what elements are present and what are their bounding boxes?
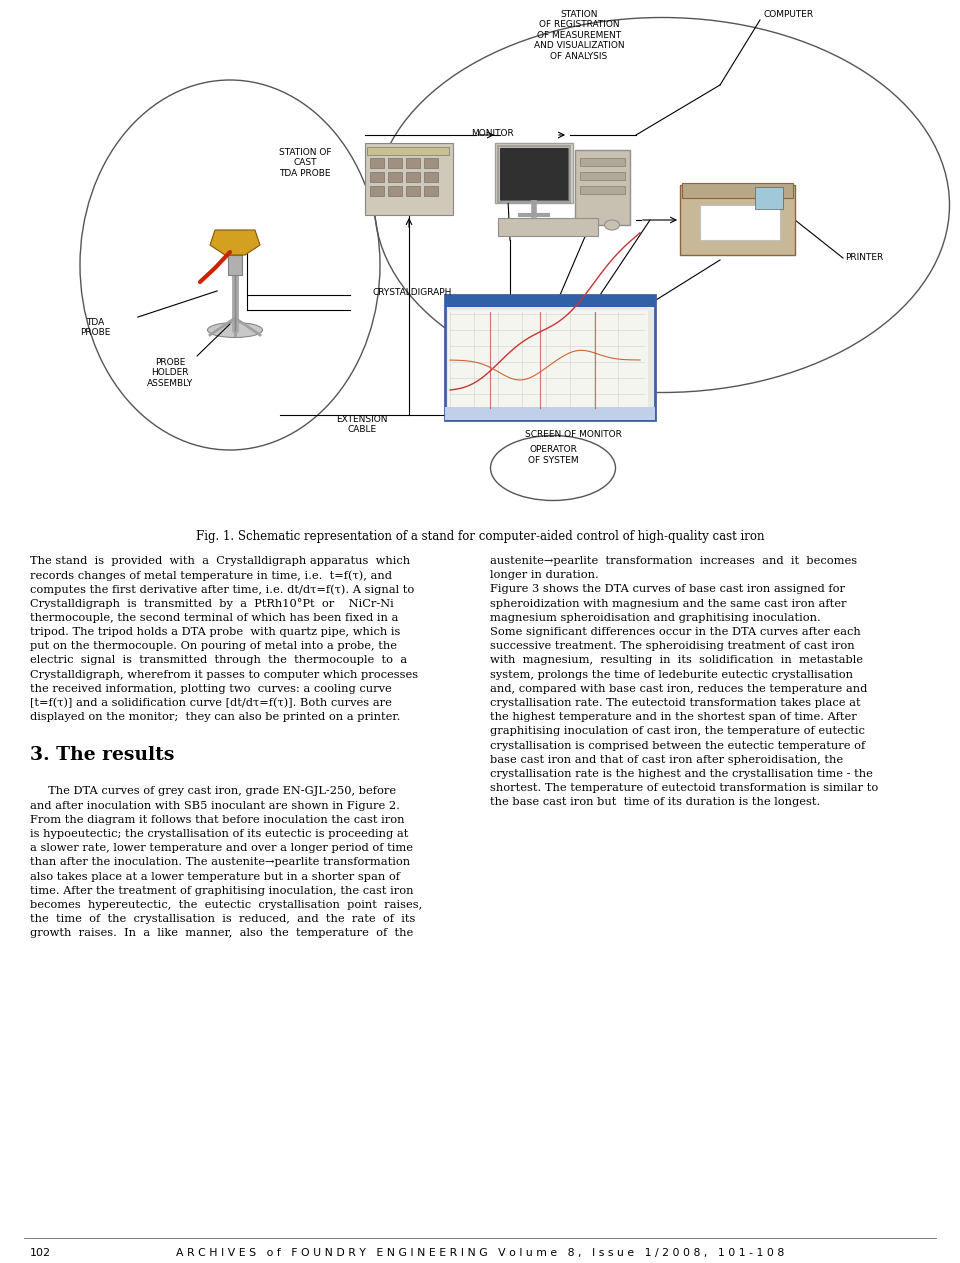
Bar <box>424 186 438 196</box>
Bar <box>700 205 780 240</box>
Text: Fig. 1. Schematic representation of a stand for computer-aided control of high-q: Fig. 1. Schematic representation of a st… <box>196 530 764 543</box>
Text: TDA
PROBE: TDA PROBE <box>80 318 110 337</box>
Bar <box>388 158 402 168</box>
Text: tripod. The tripod holds a DTA probe  with quartz pipe, which is: tripod. The tripod holds a DTA probe wit… <box>30 626 400 637</box>
Text: Some significant differences occur in the DTA curves after each: Some significant differences occur in th… <box>490 626 861 637</box>
Bar <box>406 186 420 196</box>
Text: a slower rate, lower temperature and over a longer period of time: a slower rate, lower temperature and ove… <box>30 844 413 854</box>
Bar <box>424 158 438 168</box>
Text: Figure 3 shows the DTA curves of base cast iron assigned for: Figure 3 shows the DTA curves of base ca… <box>490 585 845 595</box>
Text: records changes of metal temperature in time, i.e.  t=f(τ), and: records changes of metal temperature in … <box>30 570 392 581</box>
Text: MONITOR: MONITOR <box>471 129 514 138</box>
Text: crystallisation rate is the highest and the crystallisation time - the: crystallisation rate is the highest and … <box>490 769 873 779</box>
Bar <box>388 172 402 182</box>
Text: spheroidization with magnesium and the same cast iron after: spheroidization with magnesium and the s… <box>490 599 847 609</box>
Text: Crystalldigraph, wherefrom it passes to computer which processes: Crystalldigraph, wherefrom it passes to … <box>30 669 419 679</box>
Text: magnesium spheroidisation and graphitising inoculation.: magnesium spheroidisation and graphitisi… <box>490 613 821 623</box>
Bar <box>682 183 793 198</box>
Text: [t=f(τ)] and a solidification curve [dt/dτ=f(τ)]. Both curves are: [t=f(τ)] and a solidification curve [dt/… <box>30 698 392 709</box>
Bar <box>445 407 655 421</box>
Text: From the diagram it follows that before inoculation the cast iron: From the diagram it follows that before … <box>30 815 404 825</box>
Text: PROBE
HOLDER
ASSEMBLY: PROBE HOLDER ASSEMBLY <box>147 357 193 388</box>
Bar <box>580 172 625 181</box>
Polygon shape <box>210 230 260 255</box>
Bar <box>580 158 625 165</box>
Text: Crystalldigraph  is  transmitted  by  a  PtRh10°Pt  or    NiCr-Ni: Crystalldigraph is transmitted by a PtRh… <box>30 599 394 610</box>
Text: crystallisation is comprised between the eutectic temperature of: crystallisation is comprised between the… <box>490 740 865 750</box>
Bar <box>370 186 384 196</box>
Bar <box>448 309 648 410</box>
Text: 3. The results: 3. The results <box>30 746 175 764</box>
Text: than after the inoculation. The austenite→pearlite transformation: than after the inoculation. The austenit… <box>30 858 410 868</box>
Bar <box>680 184 795 255</box>
Bar <box>495 143 573 203</box>
Text: with  magnesium,  resulting  in  its  solidification  in  metastable: with magnesium, resulting in its solidif… <box>490 655 863 666</box>
Text: austenite→pearlite  transformation  increases  and  it  becomes: austenite→pearlite transformation increa… <box>490 556 857 566</box>
Bar <box>755 187 783 208</box>
Text: The DTA curves of grey cast iron, grade EN-GJL-250, before: The DTA curves of grey cast iron, grade … <box>30 787 396 797</box>
Text: thermocouple, the second terminal of which has been fixed in a: thermocouple, the second terminal of whi… <box>30 613 398 623</box>
Ellipse shape <box>207 322 262 337</box>
Text: successive treatment. The spheroidising treatment of cast iron: successive treatment. The spheroidising … <box>490 642 854 652</box>
Text: the highest temperature and in the shortest span of time. After: the highest temperature and in the short… <box>490 712 856 722</box>
Text: becomes  hypereutectic,  the  eutectic  crystallisation  point  raises,: becomes hypereutectic, the eutectic crys… <box>30 901 422 911</box>
Bar <box>388 186 402 196</box>
Text: crystallisation rate. The eutectoid transformation takes place at: crystallisation rate. The eutectoid tran… <box>490 698 860 709</box>
Text: STATION OF
CAST
TDA PROBE: STATION OF CAST TDA PROBE <box>278 148 331 178</box>
Bar <box>500 148 568 200</box>
Text: is hypoeutectic; the crystallisation of its eutectic is proceeding at: is hypoeutectic; the crystallisation of … <box>30 829 408 839</box>
Bar <box>228 255 242 275</box>
Text: CRYSTALDIGRAPH: CRYSTALDIGRAPH <box>372 288 452 297</box>
Text: longer in duration.: longer in duration. <box>490 570 599 580</box>
Bar <box>370 158 384 168</box>
Text: put on the thermocouple. On pouring of metal into a probe, the: put on the thermocouple. On pouring of m… <box>30 642 397 652</box>
Text: The stand  is  provided  with  a  Crystalldigraph apparatus  which: The stand is provided with a Crystalldig… <box>30 556 410 566</box>
Text: A R C H I V E S   o f   F O U N D R Y   E N G I N E E R I N G   V o l u m e   8 : A R C H I V E S o f F O U N D R Y E N G … <box>176 1248 784 1258</box>
Bar <box>406 172 420 182</box>
Text: base cast iron and that of cast iron after spheroidisation, the: base cast iron and that of cast iron aft… <box>490 755 843 765</box>
Text: graphitising inoculation of cast iron, the temperature of eutectic: graphitising inoculation of cast iron, t… <box>490 726 865 736</box>
Text: 102: 102 <box>30 1248 51 1258</box>
Text: computes the first derivative after time, i.e. dt/dτ=f(τ). A signal to: computes the first derivative after time… <box>30 585 415 595</box>
Text: STATION
OF REGISTRATION
OF MEASUREMENT
AND VISUALIZATION
OF ANALYSIS: STATION OF REGISTRATION OF MEASUREMENT A… <box>534 10 624 61</box>
Text: time. After the treatment of graphitising inoculation, the cast iron: time. After the treatment of graphitisin… <box>30 885 414 895</box>
Text: shortest. The temperature of eutectoid transformation is similar to: shortest. The temperature of eutectoid t… <box>490 783 878 793</box>
Text: OPERATOR
OF SYSTEM: OPERATOR OF SYSTEM <box>528 446 578 465</box>
Text: the received information, plotting two  curves: a cooling curve: the received information, plotting two c… <box>30 683 392 693</box>
Text: and, compared with base cast iron, reduces the temperature and: and, compared with base cast iron, reduc… <box>490 683 868 693</box>
Text: system, prolongs the time of ledeburite eutectic crystallisation: system, prolongs the time of ledeburite … <box>490 669 853 679</box>
Bar <box>365 143 453 215</box>
Bar <box>500 148 568 200</box>
Bar <box>498 147 570 202</box>
Text: displayed on the monitor;  they can also be printed on a printer.: displayed on the monitor; they can also … <box>30 712 400 722</box>
Bar <box>370 172 384 182</box>
Text: the base cast iron but  time of its duration is the longest.: the base cast iron but time of its durat… <box>490 797 820 807</box>
Text: COMPUTER: COMPUTER <box>763 10 813 19</box>
Text: SCREEN OF MONITOR: SCREEN OF MONITOR <box>524 429 621 440</box>
Text: EXTENSION
CABLE: EXTENSION CABLE <box>336 416 388 434</box>
Text: also takes place at a lower temperature but in a shorter span of: also takes place at a lower temperature … <box>30 871 400 882</box>
Text: PRINTER: PRINTER <box>845 254 883 263</box>
Bar <box>575 150 630 225</box>
Bar <box>445 296 655 421</box>
Bar <box>445 296 655 307</box>
Bar <box>406 158 420 168</box>
Bar <box>424 172 438 182</box>
Bar <box>367 147 449 155</box>
Text: the  time  of  the  crystallisation  is  reduced,  and  the  rate  of  its: the time of the crystallisation is reduc… <box>30 914 416 925</box>
Bar <box>498 218 598 236</box>
Ellipse shape <box>605 220 619 230</box>
Text: and after inoculation with SB5 inoculant are shown in Figure 2.: and after inoculation with SB5 inoculant… <box>30 801 400 811</box>
Text: electric  signal  is  transmitted  through  the  thermocouple  to  a: electric signal is transmitted through t… <box>30 655 407 666</box>
Text: growth  raises.  In  a  like  manner,  also  the  temperature  of  the: growth raises. In a like manner, also th… <box>30 928 413 938</box>
Bar <box>580 186 625 195</box>
